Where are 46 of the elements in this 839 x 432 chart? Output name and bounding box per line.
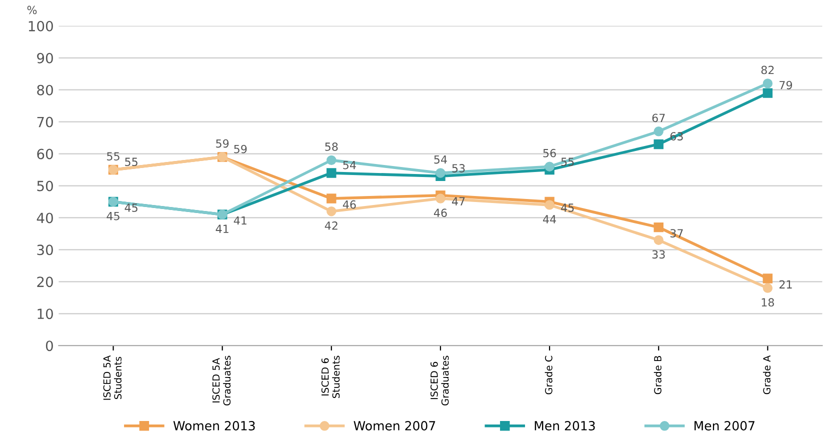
data-label: 82: [761, 66, 774, 74]
data-label: 58: [325, 142, 338, 151]
data-label: 59: [216, 139, 229, 148]
data-label: 42: [324, 221, 338, 230]
y-tick-label: 10: [38, 308, 53, 320]
x-tick-label: Grade C: [544, 356, 552, 394]
data-label: 21: [779, 280, 792, 288]
legend-label: Women 2007: [354, 421, 436, 430]
y-axis-title: %: [27, 6, 37, 14]
data-label: 54: [434, 155, 447, 164]
legend-label: Women 2013: [173, 421, 255, 430]
data-label: 55: [561, 158, 574, 166]
y-tick-label: 100: [28, 20, 53, 32]
y-tick-label: 0: [46, 340, 53, 352]
x-tick-label: Grade A: [762, 355, 771, 394]
data-label: 45: [106, 212, 120, 220]
y-tick-label: 90: [37, 52, 53, 64]
legend-label: Men 2007: [694, 421, 754, 430]
data-label: 41: [234, 216, 246, 225]
data-label: 79: [780, 80, 792, 90]
y-tick-label: 30: [37, 244, 53, 256]
data-label: 46: [434, 208, 447, 218]
data-label: 59: [234, 144, 247, 154]
y-tick-label: 80: [37, 84, 53, 96]
data-label: 56: [543, 148, 556, 158]
data-label: 46: [342, 200, 356, 209]
data-label: 55: [107, 152, 120, 160]
data-label: 67: [652, 114, 665, 122]
y-tick-label: 20: [37, 276, 53, 288]
y-tick-label: 60: [37, 148, 53, 160]
x-tick-label: Grade B: [654, 356, 662, 394]
y-tick-label: 40: [36, 212, 53, 224]
legend-label: Men 2013: [534, 421, 595, 430]
data-label: 41: [216, 224, 228, 233]
y-tick-label: 50: [37, 180, 53, 192]
data-label: 33: [652, 250, 665, 259]
data-label: 55: [125, 158, 138, 166]
x-tick-label: ISCED 6 Students: [321, 356, 340, 398]
data-label: 53: [452, 164, 465, 172]
y-tick-label: 70: [37, 116, 53, 128]
data-label: 45: [124, 204, 138, 212]
data-label: 18: [762, 298, 774, 307]
data-label: 44: [543, 215, 556, 224]
x-tick-label: ISCED 6 Graduates: [430, 356, 449, 406]
x-tick-label: ISCED 5A Graduates: [212, 356, 231, 406]
x-tick-label: ISCED 5A Students: [103, 355, 122, 400]
